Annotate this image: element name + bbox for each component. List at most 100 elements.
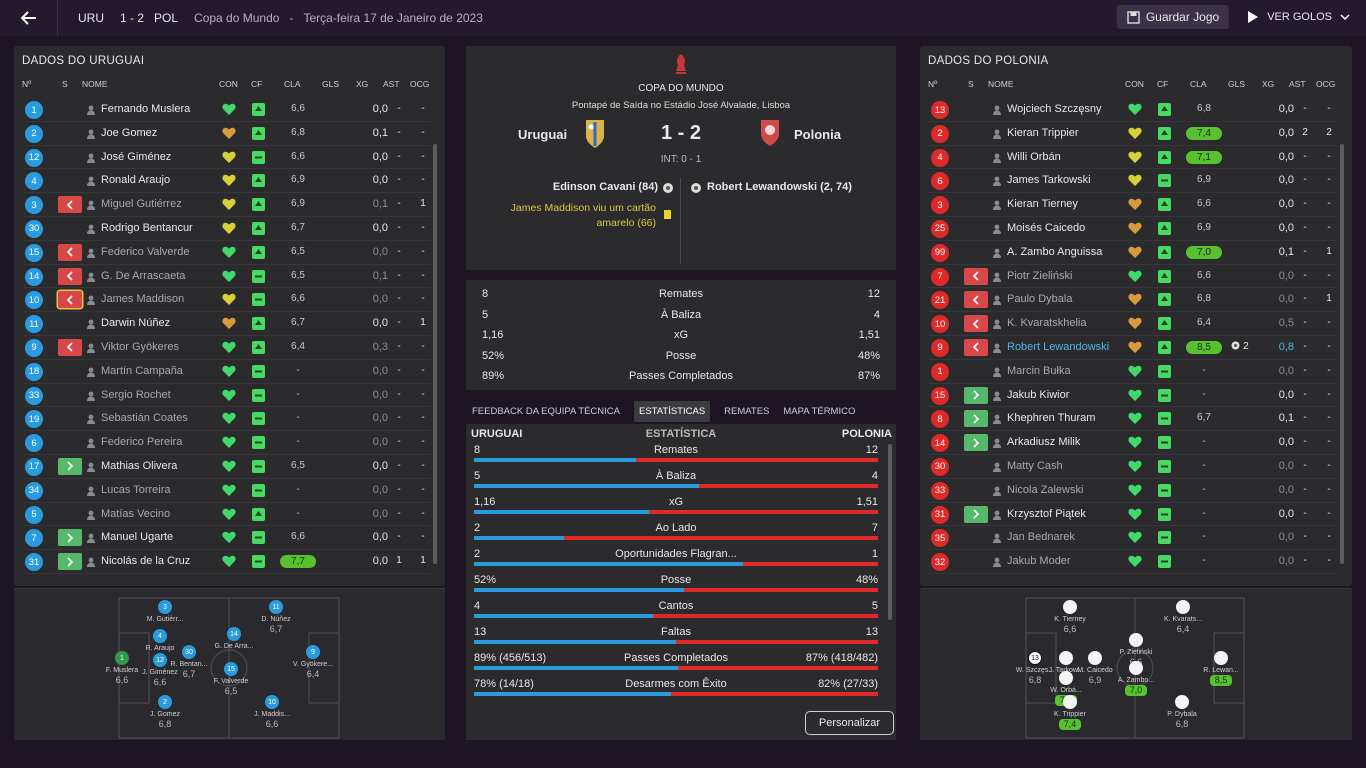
col-cla[interactable]: CLA bbox=[284, 79, 301, 89]
player-row[interactable]: 34 Lucas Torreira -0,0- - bbox=[22, 479, 431, 503]
player-row[interactable]: 15 Federico Valverde 6,5 0,0- - bbox=[22, 241, 431, 265]
player-name[interactable]: Kieran Tierney bbox=[1007, 198, 1078, 211]
player-row[interactable]: 9 Viktor Gyökeres 6,4 0,3- - bbox=[22, 336, 431, 360]
player-name[interactable]: James Maddison bbox=[101, 293, 185, 306]
save-game-button[interactable]: Guardar Jogo bbox=[1116, 5, 1230, 29]
player-name[interactable]: Arkadiusz Milik bbox=[1007, 436, 1081, 449]
player-row[interactable]: 14 Arkadiusz Milik -0,0- - bbox=[928, 431, 1338, 455]
col-xg[interactable]: XG bbox=[1262, 79, 1275, 89]
player-row[interactable]: 13 Wojciech Szczęsny 6,8 0,0- - bbox=[928, 98, 1338, 122]
player-name[interactable]: José Giménez bbox=[101, 150, 172, 163]
bars-scrollbar[interactable] bbox=[888, 444, 892, 620]
player-name[interactable]: Moisés Caicedo bbox=[1007, 221, 1086, 234]
uruguay-scrollbar[interactable] bbox=[433, 144, 437, 564]
player-row[interactable]: 1 Fernando Muslera 6,6 0,0- - bbox=[22, 98, 431, 122]
pitch-player[interactable]: M. Caicedo 6,9 bbox=[1068, 651, 1122, 686]
pitch-player[interactable]: 14 G. De Arra... bbox=[207, 627, 261, 651]
player-name[interactable]: K. Kvaratskhelia bbox=[1007, 317, 1087, 330]
player-row[interactable]: 3 Miguel Gutiérrez 6,9 0,1- 1 bbox=[22, 193, 431, 217]
pitch-player[interactable]: R. Lewan... 8,5 bbox=[1194, 651, 1248, 686]
col-con[interactable]: CON bbox=[219, 79, 238, 89]
player-name[interactable]: Jakub Moder bbox=[1007, 555, 1071, 568]
player-row[interactable]: 30 Matty Cash -0,0- - bbox=[928, 455, 1338, 479]
player-row[interactable]: 17 Mathias Olivera 6,5 0,0- - bbox=[22, 455, 431, 479]
col-gls[interactable]: GLS bbox=[322, 79, 340, 89]
player-row[interactable]: 32 Jakub Moder -0,0- - bbox=[928, 550, 1338, 574]
player-name[interactable]: Lucas Torreira bbox=[101, 483, 171, 496]
pitch-player[interactable]: 2 J. Gomez 6,8 bbox=[138, 695, 192, 730]
player-name[interactable]: Kieran Trippier bbox=[1007, 126, 1079, 139]
pitch-player[interactable]: P. Dybala 6,8 bbox=[1155, 695, 1209, 730]
tab-shots[interactable]: REMATES bbox=[724, 405, 770, 417]
player-name[interactable]: Krzysztof Piątek bbox=[1007, 507, 1086, 520]
tab-heatmap[interactable]: MAPA TÉRMICO bbox=[783, 405, 856, 417]
pitch-player[interactable]: 15 F. Valverde 6,5 bbox=[204, 662, 258, 697]
poland-scrollbar[interactable] bbox=[1340, 144, 1344, 564]
player-row[interactable]: 33 Sergio Rochet -0,0- - bbox=[22, 384, 431, 408]
player-name[interactable]: Miguel Gutiérrez bbox=[101, 198, 182, 211]
player-name[interactable]: Martín Campaña bbox=[101, 364, 183, 377]
col-name[interactable]: NOME bbox=[82, 79, 108, 89]
pitch-player[interactable]: 9 V. Gyökere... 6,4 bbox=[286, 645, 340, 680]
player-name[interactable]: Marcin Bułka bbox=[1007, 364, 1071, 377]
player-name[interactable]: G. De Arrascaeta bbox=[101, 269, 186, 282]
player-name[interactable]: Sergio Rochet bbox=[101, 388, 171, 401]
player-row[interactable]: 4 Willi Orbán 7,1 0,0- - bbox=[928, 146, 1338, 170]
pitch-player[interactable]: 11 D. Núñez 6,7 bbox=[249, 600, 303, 635]
player-name[interactable]: Matías Vecino bbox=[101, 507, 171, 520]
player-row[interactable]: 1 Marcin Bułka -0,0- - bbox=[928, 360, 1338, 384]
header-competition[interactable]: Copa do Mundo bbox=[194, 11, 280, 25]
player-name[interactable]: Willi Orbán bbox=[1007, 150, 1061, 163]
col-gls[interactable]: GLS bbox=[1228, 79, 1246, 89]
player-name[interactable]: Paulo Dybala bbox=[1007, 293, 1073, 306]
player-name[interactable]: Wojciech Szczęsny bbox=[1007, 103, 1102, 115]
player-name[interactable]: Robert Lewandowski bbox=[1007, 340, 1110, 353]
player-name[interactable]: Nicolás de la Cruz bbox=[101, 555, 191, 568]
player-row[interactable]: 10 K. Kvaratskhelia 6,4 0,5- - bbox=[928, 312, 1338, 336]
pitch-player[interactable]: 13 W. Szczęs... 6,8 bbox=[1008, 651, 1062, 686]
col-ocg[interactable]: OCG bbox=[410, 79, 430, 89]
customize-button[interactable]: Personalizar bbox=[805, 711, 894, 735]
pitch-player[interactable]: 30 R. Bentan... 6,7 bbox=[162, 645, 216, 680]
col-name[interactable]: NOME bbox=[988, 79, 1014, 89]
player-name[interactable]: Manuel Ugarte bbox=[101, 531, 174, 544]
player-row[interactable]: 99 A. Zambo Anguissa 7,0 0,1- 1 bbox=[928, 241, 1338, 265]
pitch-player[interactable]: A. Zambo... 7,0 bbox=[1109, 661, 1163, 696]
player-name[interactable]: Rodrigo Bentancur bbox=[101, 221, 193, 234]
player-name[interactable]: Darwin Núñez bbox=[101, 317, 171, 330]
player-row[interactable]: 19 Sebastián Coates -0,0- - bbox=[22, 407, 431, 432]
pitch-player[interactable]: 1 F. Muslera 6,6 bbox=[95, 651, 149, 686]
player-name[interactable]: Viktor Gyökeres bbox=[101, 340, 180, 353]
col-s[interactable]: S bbox=[62, 79, 68, 89]
player-row[interactable]: 9 Robert Lewandowski 8,5 2 0,8- - bbox=[928, 336, 1338, 360]
player-row[interactable]: 6 Federico Pereira -0,0- - bbox=[22, 431, 431, 455]
col-ocg[interactable]: OCG bbox=[1316, 79, 1336, 89]
player-row[interactable]: 31 Krzysztof Piątek -0,0- - bbox=[928, 503, 1338, 527]
pitch-player[interactable]: 10 J. Maddis... 6,6 bbox=[245, 695, 299, 730]
player-name[interactable]: Joe Gomez bbox=[101, 126, 158, 139]
player-name[interactable]: Sebastián Coates bbox=[101, 412, 188, 425]
player-name[interactable]: James Tarkowski bbox=[1007, 174, 1091, 187]
back-button[interactable] bbox=[0, 0, 58, 36]
player-row[interactable]: 4 Ronald Araujo 6,9 0,0- - bbox=[22, 169, 431, 194]
player-row[interactable]: 2 Joe Gomez 6,8 0,1- - bbox=[22, 122, 431, 146]
player-row[interactable]: 33 Nicola Zalewski -0,0- - bbox=[928, 479, 1338, 503]
player-row[interactable]: 11 Darwin Núñez 6,7 0,0- 1 bbox=[22, 312, 431, 336]
tab-statistics[interactable]: ESTATÍSTICAS bbox=[634, 400, 711, 422]
col-cla[interactable]: CLA bbox=[1190, 79, 1207, 89]
col-cf[interactable]: CF bbox=[251, 79, 263, 89]
pitch-player[interactable]: 4 R. Araujo bbox=[133, 629, 187, 653]
col-ast[interactable]: AST bbox=[383, 79, 400, 89]
home-team-name[interactable]: Uruguai bbox=[518, 127, 568, 142]
player-name[interactable]: A. Zambo Anguissa bbox=[1007, 245, 1103, 258]
tab-feedback[interactable]: FEEDBACK DA EQUIPA TÉCNICA bbox=[472, 405, 620, 417]
player-name[interactable]: Matty Cash bbox=[1007, 459, 1063, 472]
col-no[interactable]: Nº bbox=[928, 79, 938, 89]
player-row[interactable]: 25 Moisés Caicedo 6,9 0,0- - bbox=[928, 217, 1338, 241]
player-row[interactable]: 12 José Giménez 6,6 0,0- - bbox=[22, 146, 431, 170]
player-row[interactable]: 5 Matías Vecino -0,0- - bbox=[22, 503, 431, 527]
player-name[interactable]: Jan Bednarek bbox=[1007, 531, 1075, 544]
player-row[interactable]: 3 Kieran Tierney 6,6 0,0- - bbox=[928, 193, 1338, 217]
col-s[interactable]: S bbox=[968, 79, 974, 89]
player-row[interactable]: 2 Kieran Trippier 7,4 0,0 2 2 bbox=[928, 122, 1338, 146]
